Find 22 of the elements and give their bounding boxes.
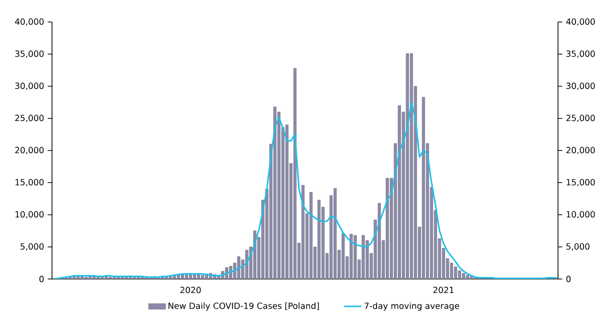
y-tick-label: 35,000 xyxy=(15,50,44,58)
y-tick-label: 25,000 xyxy=(15,114,44,122)
y-tick-label: 40,000 xyxy=(15,18,44,26)
y-tick-label: 15,000 xyxy=(16,178,44,186)
y-tick-label: 30,000 xyxy=(15,82,44,90)
y2-tick-label: 40,000 xyxy=(566,18,595,26)
y2-tick-label: 0 xyxy=(566,276,571,282)
legend-label: 7-day moving average xyxy=(364,302,460,311)
legend-label: New Daily COVID-19 Cases [Poland] xyxy=(168,302,319,311)
y2-tick-label: 35,000 xyxy=(566,50,595,58)
y2-tick-label: 5,000 xyxy=(566,243,590,251)
y2-tick-label: 20,000 xyxy=(566,146,595,154)
y-tick-label: 20,000 xyxy=(15,146,44,154)
y-tick-label: 0 xyxy=(39,276,44,282)
x-tick-label: 2020 xyxy=(180,286,201,294)
x-tick-label: 2021 xyxy=(433,286,454,294)
y2-tick-label: 10,000 xyxy=(566,211,595,218)
y2-tick-label: 25,000 xyxy=(566,114,595,122)
y2-tick-label: 30,000 xyxy=(566,82,595,90)
y2-tick-label: 15,000 xyxy=(566,178,595,186)
y-tick-label: 5,000 xyxy=(20,243,44,251)
y-tick-label: 10,000 xyxy=(16,211,44,218)
